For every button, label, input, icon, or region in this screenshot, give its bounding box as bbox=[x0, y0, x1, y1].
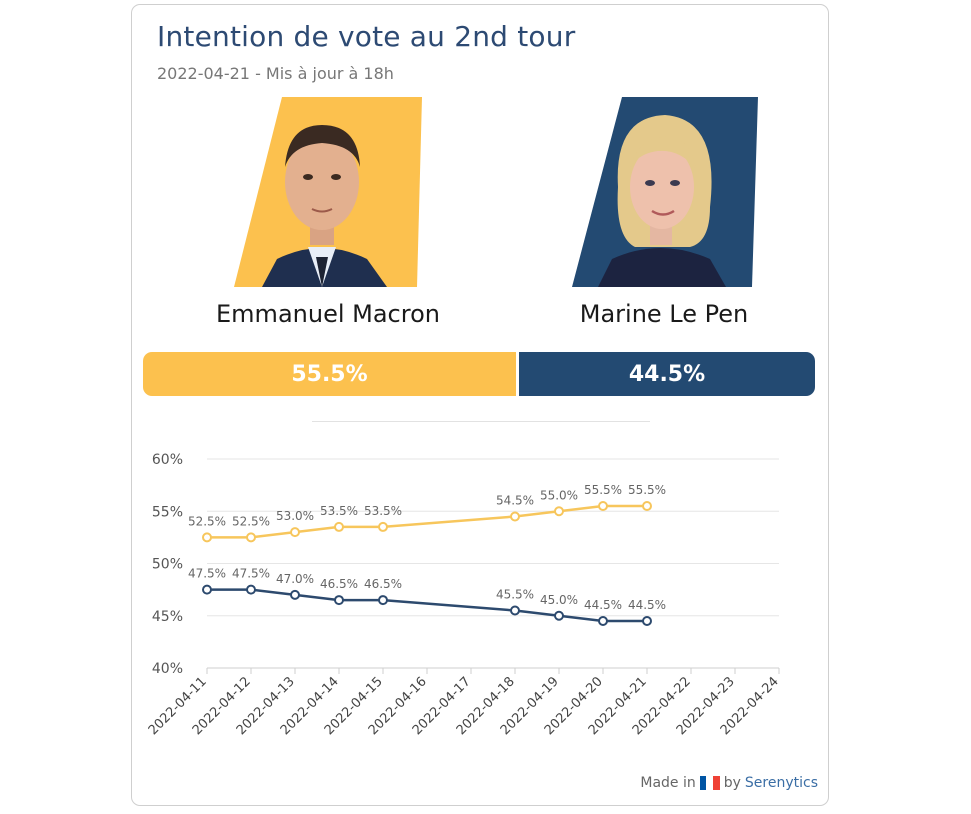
data-point bbox=[378, 595, 388, 606]
serenytics-link[interactable]: Serenytics bbox=[744, 775, 818, 791]
share-value-macron: 55.5% bbox=[291, 361, 368, 387]
data-point bbox=[510, 605, 520, 616]
data-label: 46.5% bbox=[320, 577, 358, 591]
data-label: 52.5% bbox=[188, 514, 226, 528]
update-subtitle: 2022-04-21 - Mis à jour à 18h bbox=[157, 64, 394, 83]
y-tick-label: 50% bbox=[152, 557, 183, 573]
data-point bbox=[246, 532, 256, 543]
data-point bbox=[290, 527, 300, 538]
data-label: 52.5% bbox=[232, 514, 270, 528]
data-point bbox=[202, 532, 212, 543]
share-value-lepen: 44.5% bbox=[628, 361, 706, 387]
data-label: 47.5% bbox=[232, 567, 270, 581]
data-label: 44.5% bbox=[628, 598, 666, 612]
data-point bbox=[598, 501, 608, 512]
series-line-lepen bbox=[207, 588, 647, 623]
data-label: 44.5% bbox=[584, 598, 622, 612]
by-text: by bbox=[723, 775, 741, 791]
data-label: 53.5% bbox=[364, 504, 402, 518]
data-label: 55.5% bbox=[628, 483, 666, 497]
data-label: 55.0% bbox=[540, 488, 578, 502]
y-tick-label: 60% bbox=[152, 452, 183, 468]
page-title: Intention de vote au 2nd tour bbox=[157, 20, 576, 53]
data-label: 53.0% bbox=[276, 509, 314, 523]
data-point bbox=[334, 595, 344, 606]
share-bar-macron: 55.5% bbox=[143, 352, 516, 396]
data-label: 54.5% bbox=[496, 493, 534, 507]
data-point bbox=[290, 589, 300, 600]
data-label: 45.0% bbox=[540, 593, 578, 607]
made-in-text: Made in bbox=[640, 775, 696, 791]
data-point bbox=[598, 615, 608, 626]
y-tick-label: 45% bbox=[152, 609, 183, 625]
data-label: 55.5% bbox=[584, 483, 622, 497]
data-point bbox=[246, 584, 256, 595]
y-tick-label: 55% bbox=[152, 504, 183, 520]
data-point bbox=[510, 511, 520, 522]
divider bbox=[312, 421, 650, 422]
candidate-name-macron: Emmanuel Macron bbox=[216, 300, 440, 328]
data-point bbox=[554, 506, 564, 517]
vote-intention-line-chart: 40%45%50%55%60%2022-04-112022-04-122022-… bbox=[146, 452, 782, 738]
data-point bbox=[554, 610, 564, 621]
series-line-macron bbox=[207, 504, 647, 539]
data-point bbox=[642, 501, 652, 512]
data-label: 53.5% bbox=[320, 504, 358, 518]
candidate-name-lepen: Marine Le Pen bbox=[579, 300, 749, 328]
france-flag-icon bbox=[699, 776, 720, 790]
lepen-portrait bbox=[572, 97, 758, 287]
data-label: 46.5% bbox=[364, 577, 402, 591]
y-tick-label: 40% bbox=[152, 661, 183, 677]
data-label: 45.5% bbox=[496, 588, 534, 602]
data-point bbox=[378, 521, 388, 532]
share-bar-lepen: 44.5% bbox=[519, 352, 815, 396]
data-label: 47.5% bbox=[188, 567, 226, 581]
data-point bbox=[334, 521, 344, 532]
macron-portrait bbox=[234, 97, 422, 287]
footer-credit: Made in by Serenytics bbox=[640, 775, 818, 791]
data-point bbox=[202, 584, 212, 595]
data-point bbox=[642, 615, 652, 626]
data-label: 47.0% bbox=[276, 572, 314, 586]
